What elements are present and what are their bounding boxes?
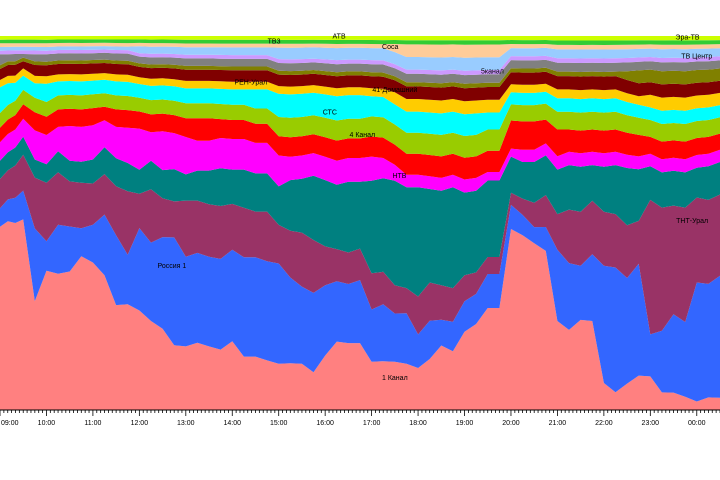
series-label: 1 Канал [382, 375, 408, 382]
x-tick-label: 09:00 [1, 420, 19, 427]
area-series-10 [0, 57, 720, 89]
series-label: АТВ [333, 34, 346, 41]
series-label: РЕН-Урал [234, 80, 267, 87]
area-series-12 [0, 49, 720, 76]
area-series-4 [0, 118, 720, 193]
series-areas [0, 36, 720, 410]
area-series-15 [0, 39, 720, 45]
x-tick-label: 17:00 [363, 420, 381, 427]
series-label: ТВ3 [268, 38, 281, 45]
x-tick-label: 11:00 [84, 420, 101, 427]
area-series-9 [0, 61, 720, 102]
x-tick-label: 16:00 [316, 420, 334, 427]
x-tick-label: 22:00 [595, 420, 613, 427]
x-tick-label: 23:00 [642, 420, 660, 427]
x-axis: 09:00 10:00 11:00 12:00 13:00 14:00 15:00 16:00… [0, 409, 720, 427]
area-series-8 [0, 68, 720, 115]
x-tick-label: 18:00 [409, 420, 427, 427]
series-label: 4 Канал [349, 132, 375, 139]
x-tick-label: 19:00 [456, 420, 474, 427]
x-tick-label: 12:00 [131, 420, 149, 427]
area-series-5 [0, 104, 720, 180]
series-label: НТВ [392, 173, 406, 180]
series-label: Россия 1 [157, 263, 186, 270]
area-series-11 [0, 52, 720, 84]
series-label: ТВ Центр [681, 53, 712, 60]
x-tick-label: 00:00 [688, 420, 706, 427]
area-series-16 [0, 36, 720, 41]
series-label: 41-Домашний [372, 86, 417, 94]
area-series-14 [0, 42, 720, 58]
x-tick-label: 21:00 [549, 420, 567, 427]
series-label: Эра-ТВ [675, 35, 699, 42]
series-label: СТС [323, 110, 337, 117]
area-series-6 [0, 89, 720, 158]
x-tick-label: 10:00 [38, 420, 56, 427]
area-series-3 [0, 136, 720, 297]
series-label: 5канал [481, 68, 504, 75]
x-tick-label: 14:00 [223, 420, 241, 427]
area-series-13 [0, 46, 720, 71]
series-label: ТНТ-Урал [676, 218, 708, 225]
area-series-0 [0, 219, 720, 410]
area-series-7 [0, 75, 720, 136]
x-tick-label: 20:00 [502, 420, 520, 427]
x-tick-label: 13:00 [177, 420, 195, 427]
series-label: Соса [382, 44, 398, 51]
x-tick-label: 15:00 [270, 420, 288, 427]
series-labels: 1 Канал Россия 1 ТНТ-Урал НТВ 4 Канал СТС РЕН-… [157, 34, 712, 382]
area-series-1 [0, 190, 720, 402]
area-series-2 [0, 154, 720, 335]
